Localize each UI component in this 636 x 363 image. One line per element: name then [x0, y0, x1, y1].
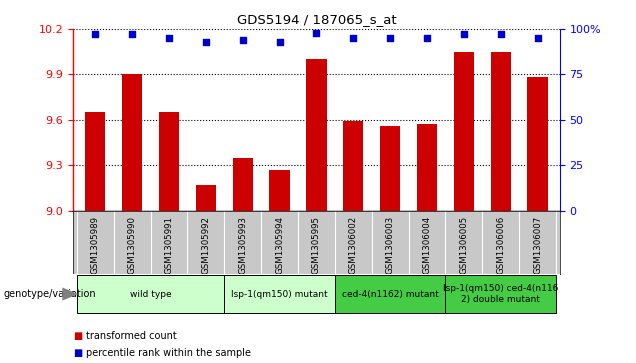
Text: GSM1306002: GSM1306002 [349, 216, 358, 274]
Text: GSM1306003: GSM1306003 [385, 216, 394, 274]
Text: lsp-1(qm150) mutant: lsp-1(qm150) mutant [232, 290, 328, 298]
Bar [335, 275, 445, 313]
Bar [453, 52, 474, 211]
Bar [270, 170, 289, 211]
Bar [417, 125, 437, 211]
Text: percentile rank within the sample: percentile rank within the sample [86, 348, 251, 358]
Bar [233, 158, 253, 211]
Bar [343, 121, 363, 211]
Text: GSM1306006: GSM1306006 [496, 216, 505, 274]
Text: GSM1306004: GSM1306004 [422, 216, 431, 274]
Point [348, 35, 358, 41]
Polygon shape [62, 287, 78, 301]
Point [238, 37, 248, 43]
Text: ■: ■ [73, 331, 83, 341]
Bar [159, 112, 179, 211]
Bar [307, 59, 326, 211]
Text: lsp-1(qm150) ced-4(n116
2) double mutant: lsp-1(qm150) ced-4(n116 2) double mutant [443, 284, 558, 304]
Text: ced-4(n1162) mutant: ced-4(n1162) mutant [342, 290, 438, 298]
Text: GSM1305995: GSM1305995 [312, 216, 321, 274]
Point [495, 32, 506, 37]
Bar [196, 185, 216, 211]
Point [422, 35, 432, 41]
Text: GSM1305989: GSM1305989 [91, 216, 100, 274]
Text: GSM1305992: GSM1305992 [202, 216, 211, 274]
Bar [490, 52, 511, 211]
Text: genotype/variation: genotype/variation [3, 289, 96, 299]
Text: GSM1305993: GSM1305993 [238, 216, 247, 274]
Point [312, 30, 321, 36]
Text: GSM1306005: GSM1306005 [459, 216, 468, 274]
Text: ■: ■ [73, 348, 83, 358]
Bar [527, 77, 548, 211]
Text: GSM1306007: GSM1306007 [533, 216, 542, 274]
Title: GDS5194 / 187065_s_at: GDS5194 / 187065_s_at [237, 13, 396, 26]
Point [90, 32, 100, 37]
Text: GSM1305991: GSM1305991 [165, 216, 174, 274]
Point [275, 39, 285, 45]
Point [127, 32, 137, 37]
Bar [122, 74, 142, 211]
Text: GSM1305990: GSM1305990 [128, 216, 137, 274]
Point [532, 35, 543, 41]
Bar [445, 275, 556, 313]
Point [201, 39, 211, 45]
Point [459, 32, 469, 37]
Point [164, 35, 174, 41]
Point [385, 35, 395, 41]
Bar [380, 126, 400, 211]
Bar [77, 275, 225, 313]
Bar [85, 112, 106, 211]
Text: wild type: wild type [130, 290, 171, 298]
Bar [225, 275, 335, 313]
Text: GSM1305994: GSM1305994 [275, 216, 284, 274]
Text: transformed count: transformed count [86, 331, 177, 341]
